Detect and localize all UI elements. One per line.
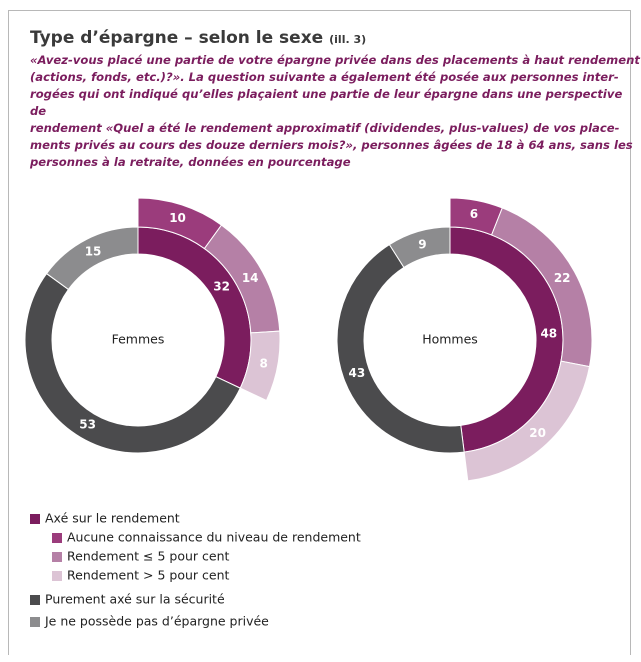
legend-label: Rendement ≤ 5 pour cent <box>67 549 230 564</box>
value-label: 20 <box>529 426 546 440</box>
value-label: 15 <box>85 244 102 258</box>
value-label: 32 <box>213 279 230 293</box>
value-label: 43 <box>349 366 366 380</box>
legend-swatch <box>52 533 62 543</box>
title-note: (ill. 3) <box>329 33 367 46</box>
legend-swatch <box>52 552 62 562</box>
value-label: 14 <box>242 271 259 285</box>
donut-segment <box>336 243 465 454</box>
value-label: 48 <box>540 326 557 340</box>
value-label: 10 <box>169 211 186 225</box>
legend-swatch <box>30 514 40 524</box>
legend-swatch <box>52 571 62 581</box>
value-label: 8 <box>260 356 268 370</box>
donut-segment <box>239 330 281 402</box>
value-label: 9 <box>418 237 426 251</box>
value-label: 22 <box>554 271 571 285</box>
legend-label: Rendement > 5 pour cent <box>67 568 230 583</box>
legend-swatch <box>30 595 40 605</box>
value-label: 6 <box>470 207 478 221</box>
donut-segment <box>24 272 241 454</box>
legend-label: Aucune connaissance du niveau de rendeme… <box>67 530 361 545</box>
center-label: Femmes <box>112 332 165 347</box>
donut-segment <box>388 226 451 269</box>
chart-title: Type d’épargne – selon le sexe (ill. 3) <box>30 28 366 48</box>
center-label: Hommes <box>422 332 478 347</box>
subtitle: «Avez-vous placé une partie de votre épa… <box>30 53 640 169</box>
frame-border <box>8 10 631 655</box>
donut-segment <box>463 360 591 482</box>
title-text: Type d’épargne – selon le sexe <box>30 28 324 48</box>
value-label: 53 <box>79 418 96 432</box>
legend-label: Je ne possède pas d’épargne privée <box>44 614 269 629</box>
legend-label: Axé sur le rendement <box>45 511 180 526</box>
legend-swatch <box>30 617 40 627</box>
legend-label: Purement axé sur la sécurité <box>45 592 225 607</box>
